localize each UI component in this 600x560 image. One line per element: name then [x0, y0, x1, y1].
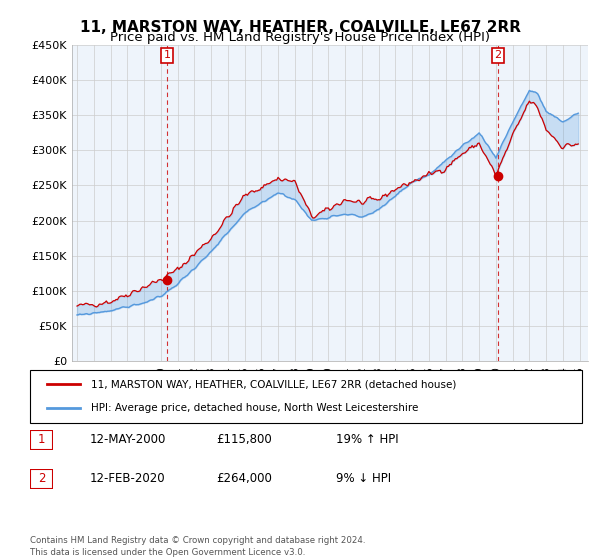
- FancyBboxPatch shape: [30, 430, 53, 450]
- Text: 1: 1: [163, 50, 170, 60]
- Text: 11, MARSTON WAY, HEATHER, COALVILLE, LE67 2RR (detached house): 11, MARSTON WAY, HEATHER, COALVILLE, LE6…: [91, 380, 456, 390]
- Text: 19% ↑ HPI: 19% ↑ HPI: [336, 433, 398, 446]
- Text: 12-MAY-2000: 12-MAY-2000: [90, 433, 166, 446]
- Text: Price paid vs. HM Land Registry's House Price Index (HPI): Price paid vs. HM Land Registry's House …: [110, 31, 490, 44]
- FancyBboxPatch shape: [30, 370, 582, 423]
- Text: £115,800: £115,800: [216, 433, 272, 446]
- Text: £264,000: £264,000: [216, 472, 272, 486]
- FancyBboxPatch shape: [30, 469, 53, 489]
- Text: Contains HM Land Registry data © Crown copyright and database right 2024.
This d: Contains HM Land Registry data © Crown c…: [30, 536, 365, 557]
- Text: 2: 2: [494, 50, 502, 60]
- Text: 2: 2: [38, 472, 45, 486]
- Text: 1: 1: [38, 433, 45, 446]
- Text: 12-FEB-2020: 12-FEB-2020: [90, 472, 166, 486]
- Text: 11, MARSTON WAY, HEATHER, COALVILLE, LE67 2RR: 11, MARSTON WAY, HEATHER, COALVILLE, LE6…: [79, 20, 521, 35]
- Text: 9% ↓ HPI: 9% ↓ HPI: [336, 472, 391, 486]
- Text: HPI: Average price, detached house, North West Leicestershire: HPI: Average price, detached house, Nort…: [91, 403, 418, 413]
